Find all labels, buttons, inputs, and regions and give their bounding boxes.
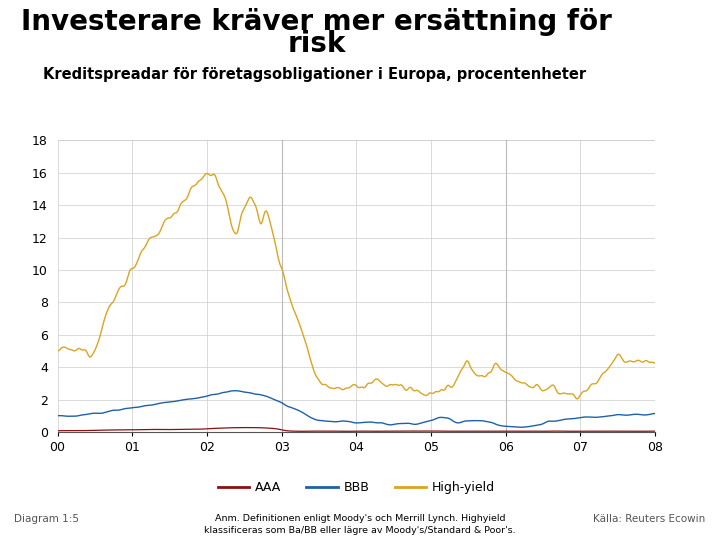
Text: Diagram 1:5: Diagram 1:5: [14, 514, 79, 524]
Legend: AAA, BBB, High-yield: AAA, BBB, High-yield: [212, 476, 500, 499]
Text: Kreditspreadar för företagsobligationer i Europa, procentenheter: Kreditspreadar för företagsobligationer …: [43, 68, 586, 83]
Text: Anm. Definitionen enligt Moody's och Merrill Lynch. Highyield
klassificeras som : Anm. Definitionen enligt Moody's och Mer…: [204, 514, 516, 535]
Text: Investerare kräver mer ersättning för: Investerare kräver mer ersättning för: [22, 8, 612, 36]
Text: SVERIGES
RIKSBANK: SVERIGES RIKSBANK: [648, 72, 688, 85]
Text: risk: risk: [287, 30, 346, 58]
Text: Källa: Reuters Ecowin: Källa: Reuters Ecowin: [593, 514, 706, 524]
